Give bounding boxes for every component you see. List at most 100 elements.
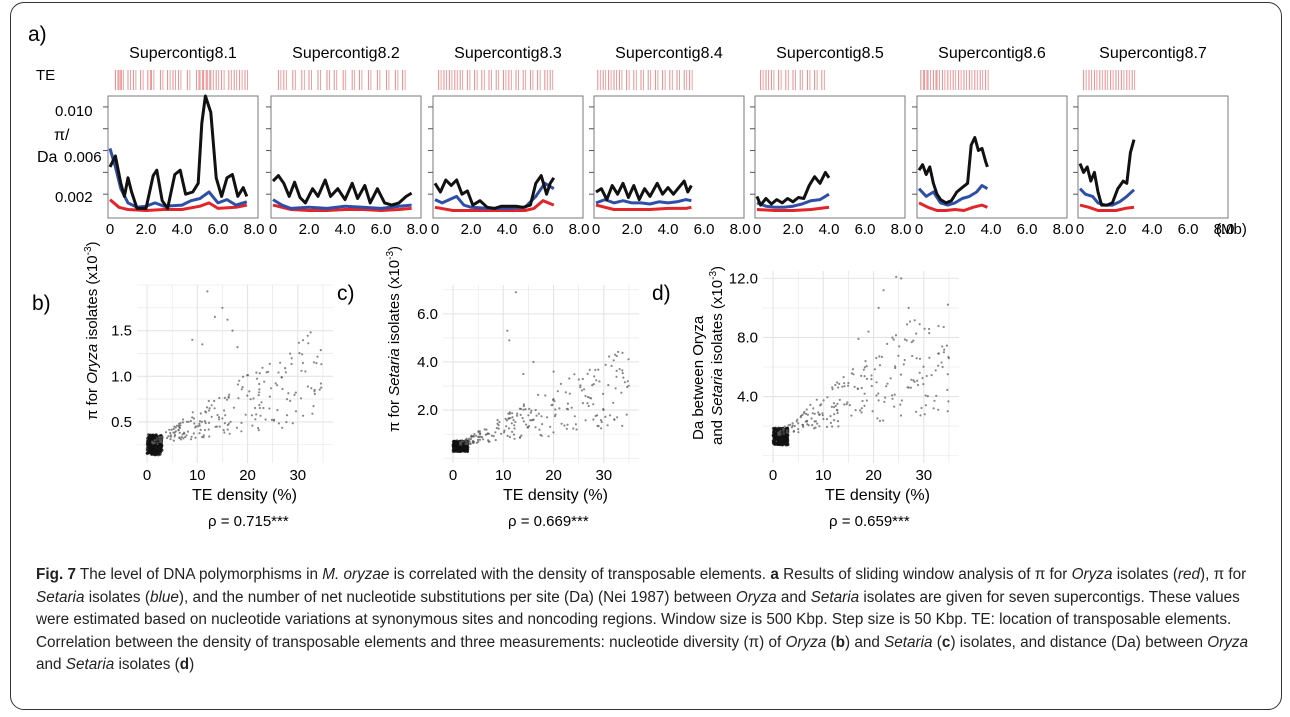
scatter-point [946, 410, 949, 413]
series-line-setaria [917, 184, 989, 207]
scatter-point [466, 443, 469, 446]
figure-caption: Fig. 7 The level of DNA polymorphisms in… [36, 564, 1264, 677]
scatter-point [614, 387, 617, 390]
scatter-point [797, 428, 800, 431]
scatter-point [886, 382, 889, 385]
scatter-point [909, 386, 913, 389]
scatter-point [510, 412, 514, 415]
scatter-point [529, 411, 532, 414]
x-tick-label: 6.0 [208, 221, 229, 238]
series-line-da [433, 174, 556, 210]
scatter-point [595, 379, 598, 382]
scatter-point [937, 364, 940, 367]
supercontig-panel-7: Supercontig8.7 0 2.0 4.0 6.0 8.0 [1073, 45, 1234, 238]
scatter-point [246, 394, 249, 397]
scatter-panel-b: 0 10 20 30 0.5 1.0 1.5 [111, 284, 333, 484]
scatter-point [530, 409, 533, 412]
scatter-point [799, 416, 802, 419]
scatter-point [213, 399, 216, 403]
scatter-point [784, 443, 787, 447]
supercontig-title: Supercontig8.2 [292, 45, 400, 62]
scatter-point [802, 423, 805, 427]
scatter-point [796, 418, 799, 421]
caption-italic: red [1177, 566, 1201, 583]
scatter-point [781, 443, 784, 446]
scatter-point [158, 437, 161, 440]
scatter-point [496, 422, 499, 425]
scatter-point [147, 442, 151, 446]
scatter-point [464, 440, 467, 443]
scatter-point [180, 435, 183, 439]
scatter-point [608, 355, 611, 358]
x-tick-label: 4.0 [1142, 221, 1163, 238]
scatter-point [554, 408, 557, 411]
scatter-point [552, 370, 555, 373]
scatter-point [621, 369, 624, 372]
supercontig-panel-5: Supercontig8.5 0 2.0 4.0 6.0 8.0 [750, 45, 911, 238]
scatter-point [924, 404, 928, 407]
scatter-point [205, 406, 209, 409]
scatter-point [613, 418, 616, 421]
caption-italic: Oryza [1207, 633, 1249, 651]
scatter-point [522, 408, 525, 411]
scatter-point [915, 410, 918, 413]
scatter-point [779, 429, 782, 432]
scatter-point [941, 365, 944, 369]
scatter-point [290, 357, 293, 360]
scatter-point [801, 413, 804, 417]
caption-text: Results of sliding window analysis of π … [778, 566, 1072, 583]
scatter-point [604, 363, 607, 366]
scatter-point [836, 381, 839, 384]
scatter-point [168, 428, 171, 431]
scatter-point [246, 374, 249, 377]
scatter-point [159, 436, 162, 439]
scatter-point [570, 406, 573, 409]
scatter-point [786, 440, 789, 444]
scatter-point [238, 379, 241, 382]
scatter-point [236, 383, 240, 386]
caption-text: ) and [844, 633, 885, 651]
scatter-point [226, 423, 229, 427]
supercontig-title: Supercontig8.1 [129, 45, 237, 62]
scatter-point [916, 379, 919, 382]
scatter-point [900, 277, 903, 280]
scatter-point [822, 399, 825, 402]
scatter-point [560, 422, 563, 425]
x-tick-label: 30 [915, 467, 932, 484]
scatter-point [934, 369, 937, 372]
plot-frame [1077, 95, 1229, 219]
x-tick-label: 0 [431, 221, 439, 238]
scatter-point [208, 421, 211, 424]
scatter-point [482, 438, 485, 441]
scatter-point [945, 344, 949, 347]
scatter-point [625, 413, 628, 416]
scatter-point [793, 424, 796, 428]
caption-italic: Oryza [735, 588, 777, 606]
scatter-point [294, 391, 297, 394]
scatter-point [226, 428, 229, 431]
scatter-point [498, 420, 501, 424]
scatter-c-ylabel: π for Setaria isolates (x10-3) [385, 246, 403, 432]
scatter-point [511, 416, 514, 419]
scatter-point [494, 431, 497, 434]
scatter-point [276, 409, 279, 412]
scatter-point [223, 396, 226, 399]
scatter-point [894, 366, 897, 370]
scatter-point [531, 418, 534, 421]
x-tick-label: 6.0 [1178, 221, 1199, 238]
scatter-point [850, 414, 853, 417]
x-tick-label: 2.0 [622, 221, 643, 238]
scatter-point [568, 392, 571, 395]
scatter-point [552, 431, 555, 434]
scatter-point [500, 432, 503, 435]
series-line-oryza [595, 203, 692, 211]
y-tick-label: 4.0 [417, 354, 438, 371]
scatter-point [782, 438, 786, 442]
scatter-point [893, 393, 896, 396]
series-line-oryza [434, 199, 555, 212]
scatter-point [928, 356, 931, 359]
scatter-point [773, 432, 777, 436]
scatter-point [532, 360, 535, 364]
scatter-point [285, 414, 289, 417]
scatter-point [218, 425, 221, 428]
